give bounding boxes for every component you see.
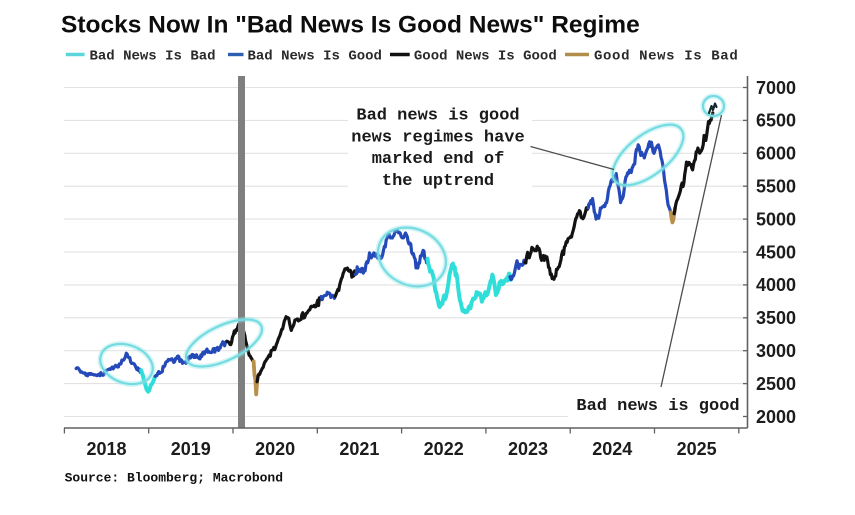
svg-text:2018: 2018 (86, 439, 126, 459)
svg-text:Bad News Is Good: Bad News Is Good (248, 49, 382, 65)
svg-text:4500: 4500 (756, 242, 796, 262)
svg-text:Bad news is good: Bad news is good (356, 107, 519, 126)
svg-text:6500: 6500 (756, 111, 796, 131)
svg-text:7000: 7000 (756, 78, 796, 98)
svg-text:3500: 3500 (756, 308, 796, 328)
svg-text:news regimes have: news regimes have (351, 128, 524, 147)
svg-text:2022: 2022 (424, 439, 464, 459)
svg-text:Good News Is Good: Good News Is Good (414, 49, 557, 65)
svg-text:2021: 2021 (339, 439, 379, 459)
svg-text:Source: Bloomberg; Macrobond: Source: Bloomberg; Macrobond (65, 471, 283, 486)
svg-text:2019: 2019 (171, 439, 211, 459)
svg-text:5000: 5000 (756, 209, 796, 229)
svg-text:2020: 2020 (255, 439, 295, 459)
svg-text:Bad News Is Bad: Bad News Is Bad (90, 49, 216, 65)
svg-text:2500: 2500 (756, 374, 796, 394)
svg-text:2000: 2000 (756, 407, 796, 427)
svg-text:6000: 6000 (756, 144, 796, 164)
svg-text:marked end of: marked end of (372, 150, 505, 169)
svg-text:Stocks Now In "Bad News Is Goo: Stocks Now In "Bad News Is Good News" Re… (61, 12, 640, 39)
svg-text:Good News Is Bad: Good News Is Bad (594, 49, 738, 65)
svg-text:5500: 5500 (756, 177, 796, 197)
svg-text:2024: 2024 (592, 439, 632, 459)
svg-text:3000: 3000 (756, 341, 796, 361)
svg-text:the uptrend: the uptrend (382, 172, 494, 191)
svg-text:2023: 2023 (508, 439, 548, 459)
svg-text:Bad news is good: Bad news is good (576, 397, 739, 416)
svg-text:4000: 4000 (756, 275, 796, 295)
svg-text:2025: 2025 (677, 439, 717, 459)
